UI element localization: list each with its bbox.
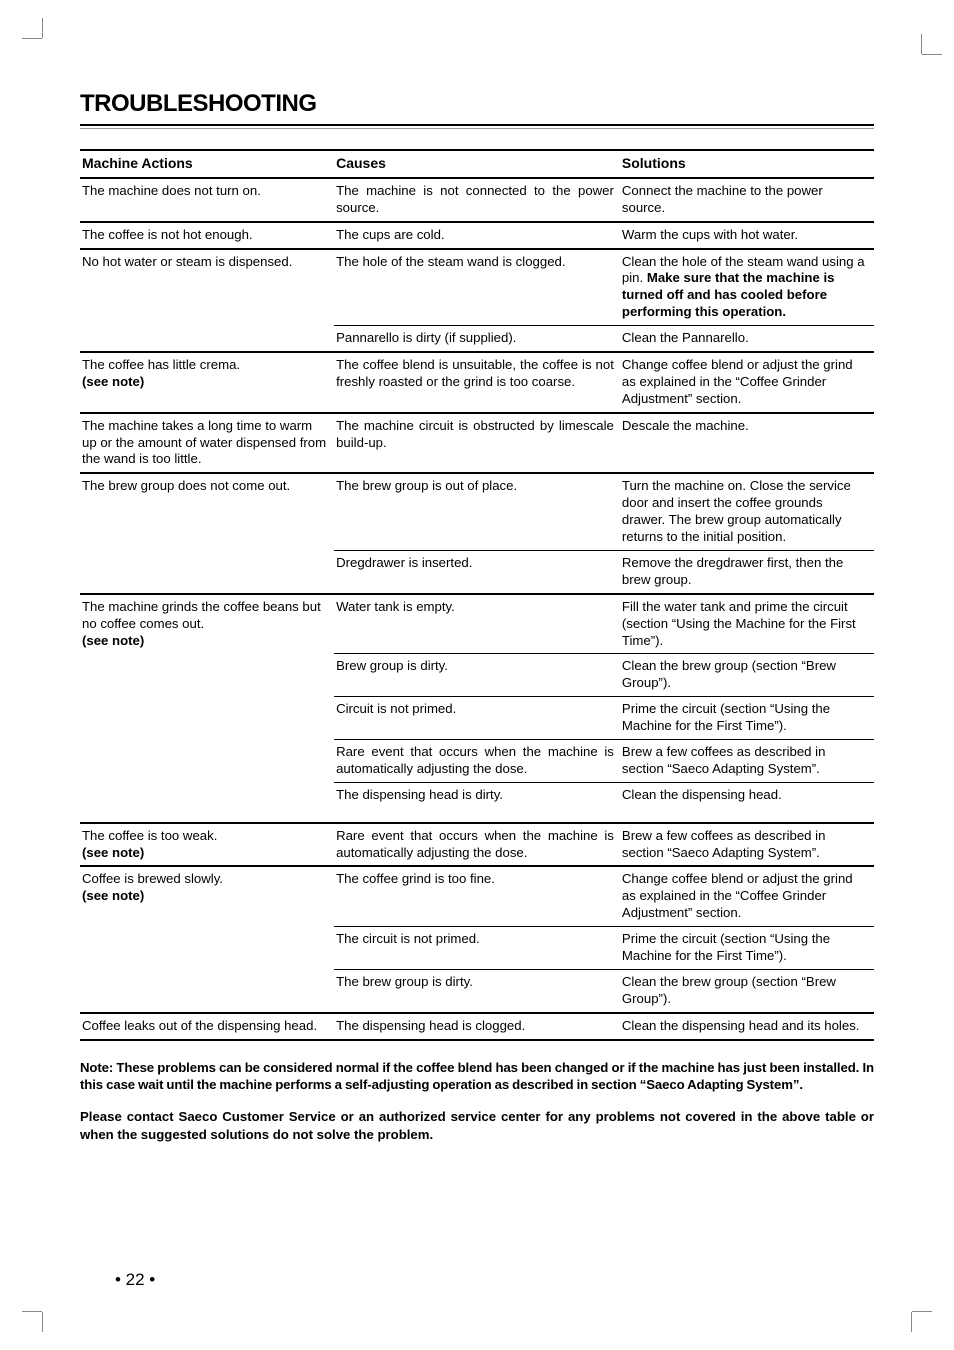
crop-mark (22, 1310, 52, 1340)
table-cell-solution: Prime the circuit (section “Using the Ma… (620, 697, 874, 740)
table-cell-solution: Clean the dispensing head. (620, 782, 874, 822)
table-cell-action: No hot water or steam is dispensed. (80, 249, 334, 352)
table-cell-action: The brew group does not come out. (80, 473, 334, 593)
table-cell-solution: Clean the hole of the steam wand using a… (620, 249, 874, 326)
table-cell-cause: The hole of the steam wand is clogged. (334, 249, 620, 326)
table-cell-cause: The dispensing head is dirty. (334, 782, 620, 822)
table-cell-cause: Water tank is empty. (334, 594, 620, 654)
crop-mark (902, 1310, 932, 1340)
crop-mark (22, 10, 52, 40)
table-cell-cause: Rare event that occurs when the machine … (334, 739, 620, 782)
table-cell-solution: Descale the machine. (620, 413, 874, 474)
table-cell-solution: Prime the circuit (section “Using the Ma… (620, 927, 874, 970)
manual-page: TROUBLESHOOTING Machine Actions Causes S… (0, 0, 954, 1350)
title-rule (80, 124, 874, 129)
table-cell-cause: The machine circuit is obstructed by lim… (334, 413, 620, 474)
table-cell-action: The coffee is too weak.(see note) (80, 823, 334, 867)
table-cell-cause: The machine is not connected to the powe… (334, 178, 620, 222)
table-cell-solution: Clean the brew group (section “Brew Grou… (620, 969, 874, 1012)
col-header-actions: Machine Actions (80, 150, 334, 178)
table-cell-cause: Pannarello is dirty (if supplied). (334, 326, 620, 352)
table-cell-solution: Turn the machine on. Close the service d… (620, 473, 874, 550)
note-1: Note: These problems can be considered n… (80, 1059, 874, 1095)
table-cell-cause: The cups are cold. (334, 222, 620, 249)
table-cell-solution: Change coffee blend or adjust the grind … (620, 866, 874, 926)
table-cell-solution: Clean the brew group (section “Brew Grou… (620, 654, 874, 697)
table-cell-solution: Remove the dregdrawer first, then the br… (620, 550, 874, 593)
table-cell-cause: The circuit is not primed. (334, 927, 620, 970)
table-cell-solution: Brew a few coffees as described in secti… (620, 823, 874, 867)
crop-mark (902, 20, 932, 50)
table-cell-solution: Brew a few coffees as described in secti… (620, 739, 874, 782)
table-cell-action: The coffee has little crema.(see note) (80, 352, 334, 413)
table-cell-solution: Clean the Pannarello. (620, 326, 874, 352)
table-cell-cause: Circuit is not primed. (334, 697, 620, 740)
table-cell-cause: The brew group is out of place. (334, 473, 620, 550)
page-title: TROUBLESHOOTING (80, 90, 874, 118)
table-cell-cause: The coffee blend is unsuitable, the coff… (334, 352, 620, 413)
table-cell-solution: Warm the cups with hot water. (620, 222, 874, 249)
table-cell-solution: Clean the dispensing head and its holes. (620, 1013, 874, 1040)
table-cell-cause: The coffee grind is too fine. (334, 866, 620, 926)
col-header-solutions: Solutions (620, 150, 874, 178)
troubleshooting-table: Machine Actions Causes Solutions The mac… (80, 149, 874, 1041)
table-cell-action: The coffee is not hot enough. (80, 222, 334, 249)
table-cell-cause: The brew group is dirty. (334, 969, 620, 1012)
table-cell-action: The machine takes a long time to warm up… (80, 413, 334, 474)
table-cell-action: Coffee leaks out of the dispensing head. (80, 1013, 334, 1040)
notes-block: Note: These problems can be considered n… (80, 1059, 874, 1144)
table-cell-cause: Brew group is dirty. (334, 654, 620, 697)
table-cell-solution: Connect the machine to the power source. (620, 178, 874, 222)
table-cell-cause: The dispensing head is clogged. (334, 1013, 620, 1040)
table-cell-cause: Rare event that occurs when the machine … (334, 823, 620, 867)
table-cell-solution: Fill the water tank and prime the circui… (620, 594, 874, 654)
table-cell-solution: Change coffee blend or adjust the grind … (620, 352, 874, 413)
table-cell-action: The machine grinds the coffee beans but … (80, 594, 334, 823)
page-number: • 22 • (115, 1270, 155, 1290)
col-header-causes: Causes (334, 150, 620, 178)
table-cell-cause: Dregdrawer is inserted. (334, 550, 620, 593)
note-2: Please contact Saeco Customer Service or… (80, 1108, 874, 1144)
table-cell-action: The machine does not turn on. (80, 178, 334, 222)
table-cell-action: Coffee is brewed slowly.(see note) (80, 866, 334, 1012)
